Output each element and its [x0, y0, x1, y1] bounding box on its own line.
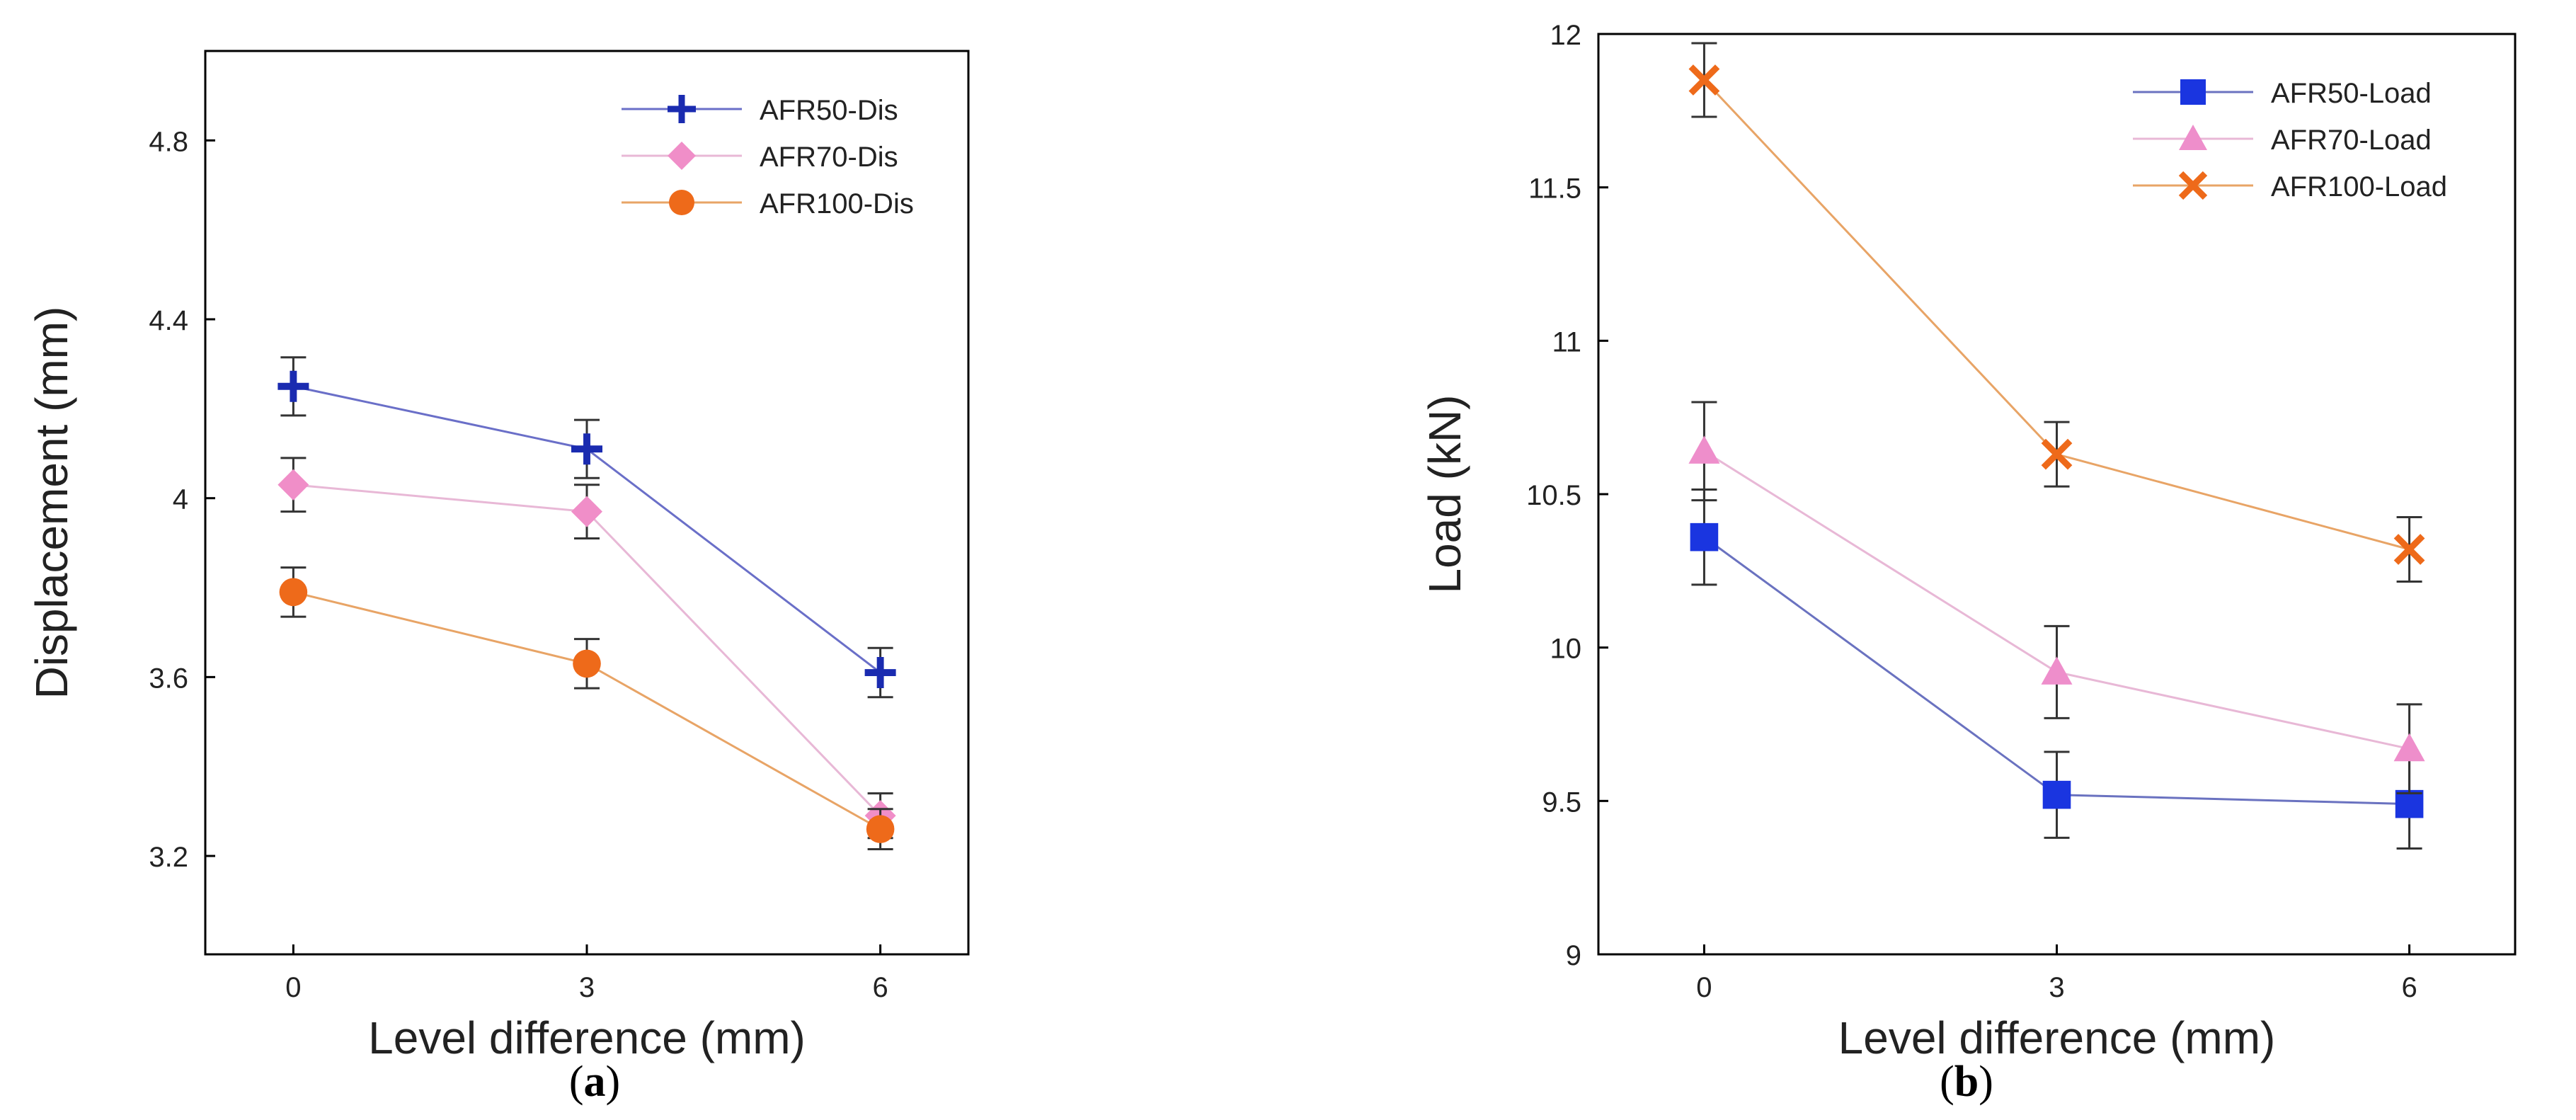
legend-label: AFR70-Dis: [760, 142, 898, 173]
legend-marker: [2178, 171, 2208, 200]
y-tick-label: 3.2: [149, 842, 188, 873]
legend-label: AFR50-Load: [2271, 78, 2432, 109]
chart-panel-a: 3.2 3.6 4 4.4 4.8 0 3 6 Level difference (mm) Dis…: [26, 50, 970, 1063]
legend-label: AFR100-Dis: [760, 188, 914, 219]
series-afr100-load: [1688, 42, 2425, 583]
x-tick-label: 0: [285, 972, 301, 1003]
data-point: [864, 657, 896, 689]
data-point-stroke-2: [2041, 438, 2073, 470]
data-point: [1688, 64, 1720, 96]
legend-marker: [2180, 79, 2206, 105]
x-tick-label: 3: [2049, 972, 2064, 1003]
legend-label: AFR100-Load: [2271, 171, 2447, 202]
data-point: [2395, 789, 2424, 818]
legend-item: AFR100-Dis: [622, 188, 914, 219]
legend: AFR50-Dis AFR70-Dis AFR100-Dis: [622, 95, 914, 219]
legend-item: AFR100-Load: [2133, 171, 2447, 202]
data-point: [1690, 522, 1719, 552]
data-point: [571, 496, 602, 527]
legend-marker: [669, 190, 694, 215]
data-point: [279, 578, 308, 607]
legend-label: AFR70-Load: [2271, 125, 2432, 156]
y-tick-label: 3.6: [149, 663, 188, 694]
y-tick-label: 11: [1552, 326, 1581, 358]
legend-item: AFR70-Dis: [622, 142, 898, 173]
caption-a: (a): [569, 1058, 620, 1106]
legend-label: AFR50-Dis: [760, 95, 898, 126]
legend-marker: [2179, 125, 2207, 150]
data-point: [573, 649, 601, 678]
data-point: [2042, 780, 2071, 809]
data-point: [277, 370, 309, 402]
data-point: [1688, 435, 1720, 464]
y-tick-label: 9: [1566, 940, 1581, 971]
legend-item: AFR70-Load: [2133, 125, 2432, 156]
legend-marker-stroke-2: [2178, 171, 2208, 200]
x-tick-label: 6: [2401, 972, 2417, 1003]
legend-marker: [668, 142, 696, 170]
legend: AFR50-Load AFR70-Load AFR100-Load: [2133, 78, 2447, 202]
data-point: [2393, 733, 2425, 762]
y-tick-label: 4.8: [149, 126, 188, 157]
data-point: [571, 433, 602, 465]
y-tick-label: 11.5: [1528, 173, 1581, 205]
y-axis-label: Displacement (mm): [26, 307, 77, 699]
data-point-stroke-2: [1688, 64, 1720, 96]
series-afr70-load: [1688, 401, 2425, 794]
data-point: [277, 469, 309, 501]
caption-b: (b): [1940, 1058, 1993, 1106]
data-point: [2393, 534, 2425, 565]
y-tick-label: 10: [1550, 634, 1582, 665]
data-point: [2041, 438, 2073, 470]
legend-marker: [668, 95, 696, 123]
series-afr50-dis: [277, 356, 896, 699]
x-tick-label: 6: [872, 972, 888, 1003]
y-axis-label: Load (kN): [1419, 395, 1470, 594]
y-tick-label: 12: [1550, 20, 1582, 51]
chart-panel-b: 9 9.5 10 10.5 11 11.5 12 0 3 6 Level difference (m…: [1419, 20, 2517, 1063]
legend-item: AFR50-Dis: [622, 95, 898, 126]
legend-item: AFR50-Load: [2133, 78, 2432, 109]
y-tick-label: 4.4: [149, 305, 188, 336]
y-tick-label: 9.5: [1542, 787, 1581, 818]
x-axis-label: Level difference (mm): [368, 1012, 806, 1063]
y-tick-label: 10.5: [1526, 480, 1581, 511]
x-tick-label: 0: [1696, 972, 1712, 1003]
x-tick-label: 3: [579, 972, 595, 1003]
data-point: [866, 815, 895, 843]
series-afr100-dis: [279, 566, 895, 851]
x-axis-label: Level difference (mm): [1838, 1012, 2276, 1063]
y-tick-label: 4: [173, 484, 188, 515]
data-point: [2041, 656, 2073, 685]
data-point-stroke-2: [2393, 534, 2425, 565]
